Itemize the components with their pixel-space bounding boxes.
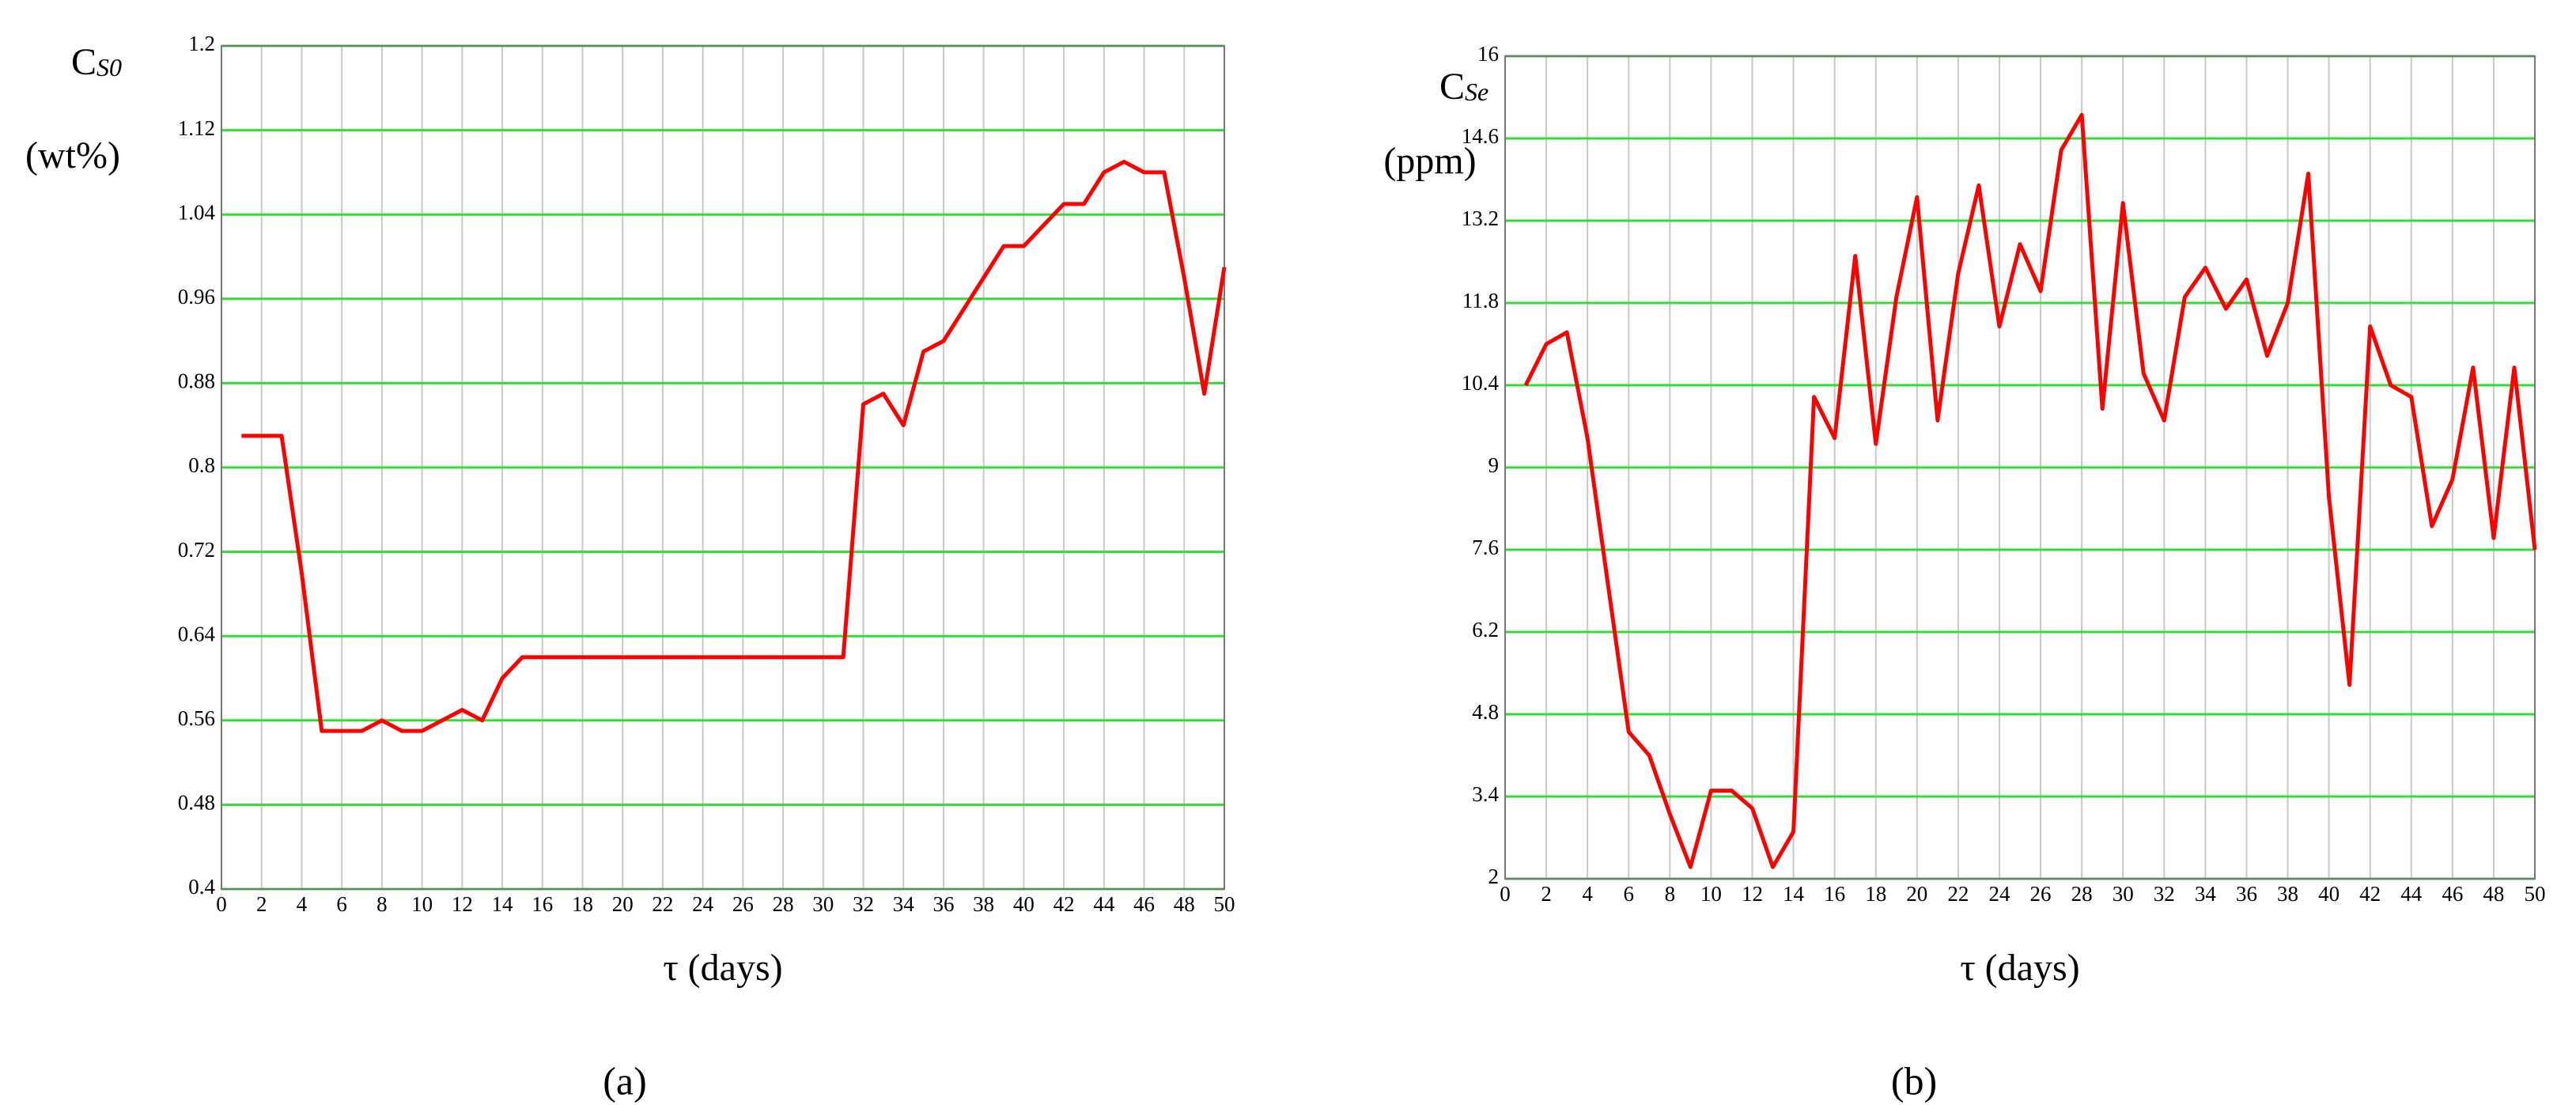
x-tick-label: 22 <box>1947 882 1969 906</box>
y-axis-subscript: Se <box>1465 78 1488 106</box>
plot-frame <box>1504 55 2536 880</box>
plot-frame <box>221 45 1225 890</box>
y-tick-label: 0.48 <box>178 791 215 815</box>
y-tick-label: 9 <box>1488 453 1500 477</box>
x-tick-label: 10 <box>411 892 433 916</box>
y-tick-label: 1.04 <box>178 200 216 224</box>
data-line <box>1523 112 2537 869</box>
x-tick-label: 50 <box>2525 882 2546 906</box>
x-tick-label: 40 <box>1013 892 1035 916</box>
y-tick-label: 0.96 <box>178 285 215 308</box>
x-tick-label: 20 <box>1906 882 1927 906</box>
x-tick-label: 2 <box>256 892 267 916</box>
y-tick-label: 1.12 <box>178 116 215 140</box>
x-tick-label: 36 <box>2236 882 2257 906</box>
y-axis-symbol: C <box>71 41 96 83</box>
x-tick-label: 24 <box>1988 882 2010 906</box>
x-tick-label: 38 <box>973 892 994 916</box>
y-tick-label: 0.4 <box>188 875 215 899</box>
panel-label: (a) <box>603 1058 647 1103</box>
y-axis-title: CSe <box>1439 66 1488 108</box>
x-tick-label: 22 <box>652 892 673 916</box>
x-tick-label: 38 <box>2277 882 2298 906</box>
x-tick-label: 34 <box>893 892 915 916</box>
x-tick-label: 40 <box>2318 882 2340 906</box>
x-tick-label: 12 <box>452 892 473 916</box>
x-tick-label: 20 <box>612 892 634 916</box>
y-axis-title: CS0 <box>71 41 122 83</box>
y-tick-label: 13.2 <box>1462 206 1499 230</box>
y-tick-label: 4.8 <box>1472 700 1499 724</box>
x-tick-label: 30 <box>812 892 834 916</box>
y-tick-label: 1.2 <box>188 32 215 55</box>
y-tick-label: 0.72 <box>178 538 215 562</box>
x-tick-label: 42 <box>1053 892 1075 916</box>
x-tick-label: 18 <box>572 892 593 916</box>
y-tick-label: 7.6 <box>1472 535 1499 559</box>
x-tick-label: 30 <box>2113 882 2134 906</box>
x-tick-label: 42 <box>2359 882 2381 906</box>
x-tick-label: 44 <box>2400 882 2423 906</box>
x-tick-label: 48 <box>2483 882 2504 906</box>
y-tick-label: 0.56 <box>178 706 215 730</box>
x-tick-label: 26 <box>2030 882 2052 906</box>
x-tick-label: 34 <box>2195 882 2217 906</box>
x-tick-label: 4 <box>1582 882 1593 906</box>
x-tick-label: 0 <box>216 892 227 916</box>
y-tick-label: 14.6 <box>1462 124 1499 148</box>
x-tick-label: 28 <box>773 892 794 916</box>
y-tick-label: 2 <box>1488 865 1500 888</box>
x-tick-label: 6 <box>336 892 347 916</box>
x-tick-label: 14 <box>492 892 514 916</box>
x-tick-label: 16 <box>1824 882 1845 906</box>
y-tick-label: 16 <box>1477 42 1499 66</box>
x-tick-label: 32 <box>2154 882 2175 906</box>
x-tick-label: 50 <box>1214 892 1235 916</box>
x-tick-label: 16 <box>531 892 553 916</box>
x-tick-label: 46 <box>1133 892 1155 916</box>
y-tick-label: 6.2 <box>1472 618 1499 641</box>
x-tick-label: 46 <box>2442 882 2463 906</box>
y-tick-label: 3.4 <box>1472 782 1499 806</box>
x-tick-label: 32 <box>853 892 874 916</box>
x-tick-label: 14 <box>1783 882 1805 906</box>
x-tick-label: 0 <box>1500 882 1511 906</box>
data-line <box>241 160 1227 733</box>
panel-label: (b) <box>1891 1058 1937 1103</box>
y-axis-unit: (ppm) <box>1383 140 1476 182</box>
x-axis-title: τ (days) <box>1960 947 2079 989</box>
x-tick-label: 2 <box>1541 882 1552 906</box>
x-tick-label: 26 <box>732 892 754 916</box>
y-tick-label: 11.8 <box>1462 289 1499 312</box>
x-tick-label: 36 <box>932 892 954 916</box>
x-axis-title: τ (days) <box>663 947 782 989</box>
x-tick-label: 18 <box>1865 882 1886 906</box>
x-tick-label: 10 <box>1700 882 1722 906</box>
x-tick-label: 48 <box>1174 892 1195 916</box>
y-axis-subscript: S0 <box>96 53 122 81</box>
x-tick-label: 8 <box>1665 882 1676 906</box>
x-tick-label: 12 <box>1742 882 1763 906</box>
x-tick-label: 8 <box>376 892 388 916</box>
y-tick-label: 0.8 <box>188 453 215 477</box>
x-tick-label: 44 <box>1093 892 1115 916</box>
y-tick-label: 0.64 <box>178 622 216 645</box>
y-axis-unit: (wt%) <box>25 134 120 176</box>
y-tick-label: 10.4 <box>1462 371 1500 395</box>
x-tick-label: 28 <box>2071 882 2093 906</box>
y-axis-symbol: C <box>1439 66 1465 108</box>
x-tick-label: 6 <box>1623 882 1634 906</box>
x-tick-label: 4 <box>297 892 308 916</box>
y-tick-label: 0.88 <box>178 369 215 393</box>
x-tick-label: 24 <box>692 892 714 916</box>
